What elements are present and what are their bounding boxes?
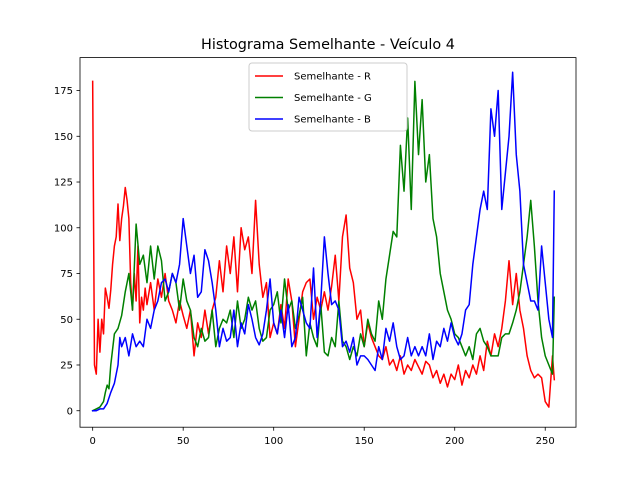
series-line-0 (91, 80, 556, 408)
legend-box (248, 62, 408, 132)
legend-label: Semelhante - G (294, 93, 372, 104)
y-tick-label: 125 (54, 178, 73, 189)
legend: Semelhante - R Semelhante - G Semelhante -… (248, 62, 408, 132)
legend-label: Semelhante - B (294, 115, 371, 126)
x-tick-label: 0 (89, 436, 95, 447)
y-axis: 0 25 50 75 100 125 150 175 (54, 86, 80, 417)
y-tick-label: 25 (60, 361, 73, 372)
x-tick-label: 150 (355, 436, 374, 447)
y-tick-label: 50 (60, 315, 73, 326)
series-line-2 (91, 71, 556, 412)
y-tick-label: 150 (54, 132, 73, 143)
series-layer (91, 71, 556, 412)
x-tick-label: 50 (177, 436, 190, 447)
chart-title: Histograma Semelhante - Veículo 4 (201, 37, 455, 53)
x-tick-label: 250 (536, 436, 555, 447)
y-tick-label: 175 (54, 86, 73, 97)
y-tick-label: 0 (67, 406, 73, 417)
y-tick-label: 100 (54, 223, 73, 234)
y-tick-label: 75 (60, 269, 73, 280)
plot-area-frame (79, 57, 577, 428)
legend-label: Semelhante - R (294, 72, 371, 83)
x-tick-label: 200 (445, 436, 464, 447)
x-axis: 0 50 100 150 200 250 (89, 427, 555, 447)
x-tick-label: 100 (264, 436, 283, 447)
